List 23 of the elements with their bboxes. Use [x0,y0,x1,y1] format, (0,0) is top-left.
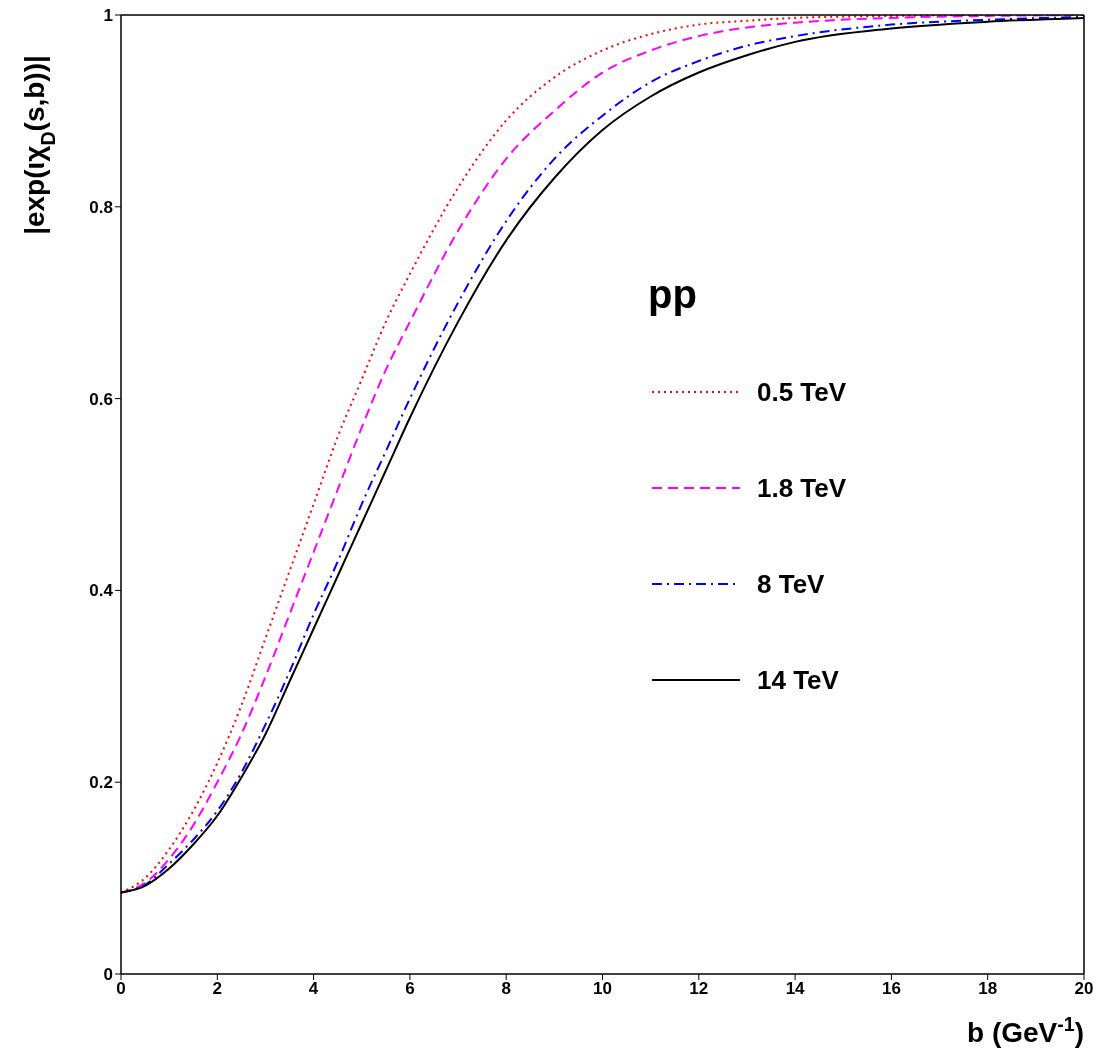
x-tick-label: 10 [593,979,612,999]
y-tick-label: 0 [103,965,113,985]
y-tick-label: 0.2 [89,773,113,793]
x-tick-label: 6 [405,979,415,999]
x-tick-label: 18 [978,979,998,999]
y-tick-label: 0.8 [89,197,113,217]
x-axis-title: b (GeV$^{-1}$) [967,1013,1084,1048]
y-tick-label: 1 [103,6,113,26]
y-tick-label: 0.6 [89,389,113,409]
legend-label: 8 TeV [757,568,825,600]
legend-title: pp [648,272,697,316]
x-tick-label: 0 [116,979,126,999]
x-tick-label: 16 [881,979,901,999]
x-tick-label: 8 [501,979,511,999]
x-tick-label: 14 [785,979,806,999]
legend-label: 14 TeV [757,664,839,696]
legend-label: 1.8 TeV [757,472,847,504]
x-tick-label: 20 [1074,979,1094,999]
x-tick-label: 12 [689,979,709,999]
y-tick-label: 0.4 [89,581,114,601]
legend-label: 0.5 TeV [757,376,847,408]
x-tick-label: 2 [212,979,223,999]
x-tick-label: 4 [308,979,319,999]
